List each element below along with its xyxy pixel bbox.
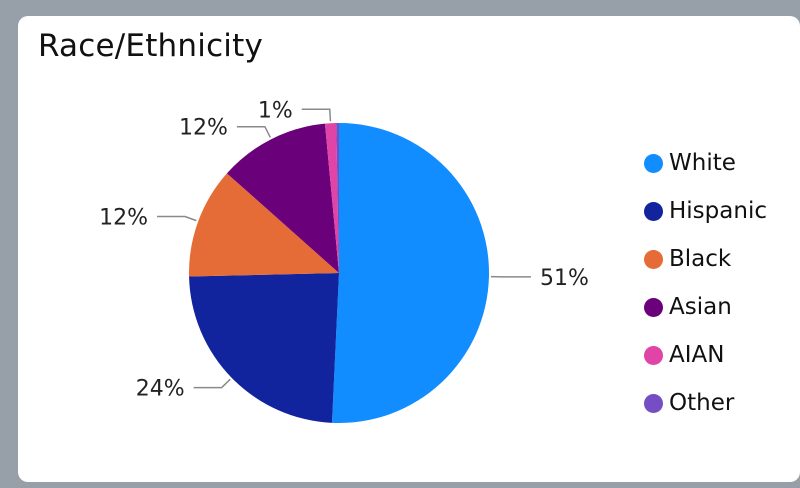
data-label-white: 51%	[540, 266, 589, 291]
legend-swatch-black	[644, 249, 663, 269]
legend-label-white: White	[669, 150, 736, 176]
legend-item-black[interactable]: Black	[644, 235, 767, 283]
legend-item-other[interactable]: Other	[644, 379, 767, 427]
pie-slice-white[interactable]	[331, 123, 490, 424]
pie-slice-aian[interactable]	[324, 123, 339, 273]
pie-slice-black[interactable]	[189, 173, 339, 277]
legend-label-asian: Asian	[669, 294, 732, 320]
chart-legend: White Hispanic Black Asian AIAN Other	[644, 139, 767, 427]
pie-slice-hispanic[interactable]	[189, 273, 339, 423]
legend-item-white[interactable]: White	[644, 139, 767, 187]
legend-label-hispanic: Hispanic	[669, 198, 767, 224]
legend-label-aian: AIAN	[669, 342, 725, 368]
legend-swatch-aian	[644, 345, 663, 365]
legend-swatch-asian	[644, 297, 663, 317]
legend-item-aian[interactable]: AIAN	[644, 331, 767, 379]
legend-swatch-hispanic	[644, 201, 663, 221]
legend-label-other: Other	[669, 390, 735, 416]
data-label-black: 12%	[99, 206, 148, 231]
pie-slice-other[interactable]	[336, 123, 339, 273]
leader-line-aian	[301, 108, 332, 122]
legend-label-black: Black	[669, 246, 732, 272]
legend-swatch-white	[644, 153, 663, 173]
data-label-hispanic: 24%	[136, 377, 185, 402]
data-label-asian: 12%	[179, 116, 228, 141]
leader-line-hispanic	[193, 378, 231, 389]
pie-slice-asian[interactable]	[226, 123, 339, 273]
chart-card: Race/Ethnicity 51% 24% 12% 12% 1% White Hispa…	[18, 16, 800, 482]
legend-item-hispanic[interactable]: Hispanic	[644, 187, 767, 235]
leader-line-asian	[236, 125, 271, 138]
pie-chart: 51% 24% 12% 12% 1%	[99, 98, 589, 424]
legend-item-asian[interactable]: Asian	[644, 283, 767, 331]
data-label-aian: 1%	[258, 98, 293, 123]
legend-swatch-other	[644, 393, 663, 413]
leader-line-black	[157, 215, 197, 222]
chart-title: Race/Ethnicity	[38, 28, 264, 64]
